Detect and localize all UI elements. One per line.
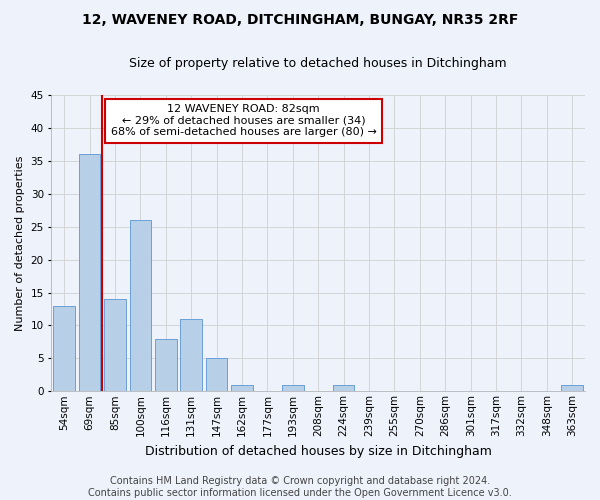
Bar [104, 299, 126, 392]
Y-axis label: Number of detached properties: Number of detached properties [15, 156, 25, 331]
Bar [130, 220, 151, 392]
Bar [282, 384, 304, 392]
X-axis label: Distribution of detached houses by size in Ditchingham: Distribution of detached houses by size … [145, 444, 491, 458]
Bar [181, 319, 202, 392]
Bar [231, 384, 253, 392]
Bar [79, 154, 100, 392]
Text: 12, WAVENEY ROAD, DITCHINGHAM, BUNGAY, NR35 2RF: 12, WAVENEY ROAD, DITCHINGHAM, BUNGAY, N… [82, 12, 518, 26]
Bar [562, 384, 583, 392]
Bar [333, 384, 355, 392]
Title: Size of property relative to detached houses in Ditchingham: Size of property relative to detached ho… [130, 58, 507, 70]
Bar [155, 338, 176, 392]
Text: Contains HM Land Registry data © Crown copyright and database right 2024.
Contai: Contains HM Land Registry data © Crown c… [88, 476, 512, 498]
Bar [53, 306, 75, 392]
Bar [206, 358, 227, 392]
Text: 12 WAVENEY ROAD: 82sqm  
← 29% of detached houses are smaller (34)
68% of semi-d: 12 WAVENEY ROAD: 82sqm ← 29% of detached… [110, 104, 376, 138]
